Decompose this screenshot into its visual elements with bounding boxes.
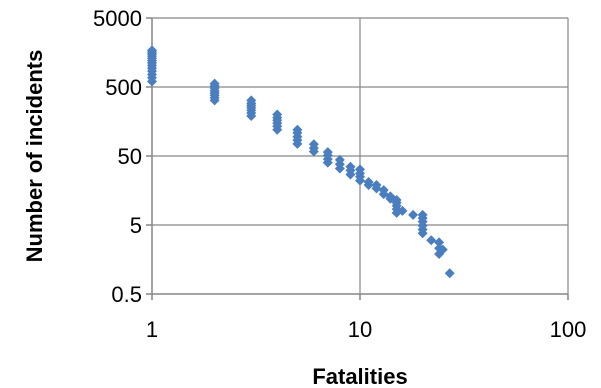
data-point bbox=[444, 268, 455, 279]
y-tick-labels: 0.5 5 50 500 5000 bbox=[93, 6, 142, 307]
x-tick-label: 100 bbox=[550, 317, 587, 342]
data-point bbox=[147, 45, 157, 56]
data-point bbox=[371, 179, 382, 190]
data-point bbox=[292, 124, 303, 135]
data-point bbox=[391, 195, 402, 206]
y-tick-label: 500 bbox=[105, 75, 142, 100]
x-tick-label: 1 bbox=[146, 317, 158, 342]
data-point bbox=[246, 95, 257, 106]
data-point bbox=[322, 147, 333, 158]
y-tick-label: 0.5 bbox=[111, 282, 142, 307]
data-points bbox=[147, 45, 455, 279]
x-tick-label: 10 bbox=[348, 317, 372, 342]
y-tick-label: 50 bbox=[118, 144, 142, 169]
data-point bbox=[426, 235, 437, 246]
data-point bbox=[434, 237, 445, 248]
data-point bbox=[345, 161, 356, 172]
x-axis-title: Fatalities bbox=[312, 364, 407, 388]
y-tick-label: 5 bbox=[130, 213, 142, 238]
x-tick-labels: 1 10 100 bbox=[146, 317, 586, 342]
data-point bbox=[272, 109, 283, 120]
data-point bbox=[308, 139, 319, 150]
data-point bbox=[355, 164, 365, 175]
data-point bbox=[378, 185, 389, 196]
data-point bbox=[437, 244, 448, 255]
data-point bbox=[334, 154, 345, 165]
data-point bbox=[408, 209, 419, 220]
data-point bbox=[397, 205, 408, 216]
data-point bbox=[417, 209, 428, 220]
y-tick-label: 5000 bbox=[93, 6, 142, 31]
data-point bbox=[209, 78, 220, 89]
data-point bbox=[363, 176, 374, 187]
grid-lines bbox=[152, 17, 569, 294]
axes bbox=[146, 17, 569, 300]
y-axis-title: Number of incidents bbox=[22, 50, 47, 263]
